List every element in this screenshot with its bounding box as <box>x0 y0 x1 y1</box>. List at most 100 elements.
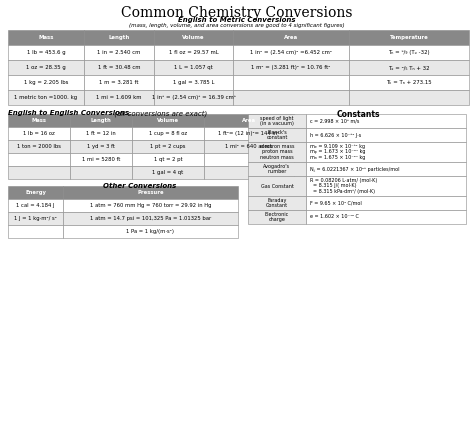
Bar <box>8 186 63 199</box>
Bar <box>63 212 238 225</box>
Text: Planck's
constant: Planck's constant <box>266 129 288 140</box>
Bar <box>70 114 132 127</box>
Bar <box>70 153 132 166</box>
Text: c = 2.998 × 10⁸ m/s: c = 2.998 × 10⁸ m/s <box>310 119 359 123</box>
Bar <box>233 45 349 60</box>
Bar <box>306 196 466 210</box>
Bar <box>233 75 349 90</box>
Bar <box>349 90 469 105</box>
Bar <box>248 128 306 142</box>
Text: 1 yd = 3 ft: 1 yd = 3 ft <box>87 144 115 149</box>
Text: 1 in = 2.540 cm: 1 in = 2.540 cm <box>97 50 141 55</box>
Text: 1 ft = 30.48 cm: 1 ft = 30.48 cm <box>98 65 140 70</box>
Bar <box>8 225 63 238</box>
Bar <box>84 30 154 45</box>
Bar <box>248 162 306 176</box>
Text: Volume: Volume <box>157 118 179 123</box>
Text: Tₔ = ⁹/₅ Tₙ + 32: Tₔ = ⁹/₅ Tₙ + 32 <box>388 65 430 70</box>
Text: Length: Length <box>109 35 129 40</box>
Bar <box>204 114 294 127</box>
Text: Pressure: Pressure <box>137 190 164 195</box>
Bar <box>8 60 84 75</box>
Text: 1 J = 1 kg·m²/ s²: 1 J = 1 kg·m²/ s² <box>14 216 57 221</box>
Text: Faraday
Constant: Faraday Constant <box>266 197 288 208</box>
Bar <box>204 153 294 166</box>
Text: 1 metric ton =1000. kg: 1 metric ton =1000. kg <box>14 95 78 100</box>
Text: Constants: Constants <box>336 110 380 119</box>
Text: Energy: Energy <box>25 190 46 195</box>
Text: 1 mi² = 640 acres: 1 mi² = 640 acres <box>225 144 273 149</box>
Bar <box>306 162 466 176</box>
Bar <box>204 166 294 179</box>
Bar <box>306 210 466 224</box>
Bar <box>8 75 84 90</box>
Text: N⁁ = 6.0221367 × 10²³ particles/mol: N⁁ = 6.0221367 × 10²³ particles/mol <box>310 167 400 171</box>
Bar <box>349 45 469 60</box>
Text: e = 1.602 × 10⁻¹⁹ C: e = 1.602 × 10⁻¹⁹ C <box>310 214 359 220</box>
Text: 1 lb = 16 oz: 1 lb = 16 oz <box>23 131 55 136</box>
Bar <box>204 127 294 140</box>
Text: Avogadro's
number: Avogadro's number <box>264 164 291 174</box>
Text: 1 cup = 8 fl oz: 1 cup = 8 fl oz <box>149 131 187 136</box>
Text: Gas Constant: Gas Constant <box>261 184 293 188</box>
Bar <box>63 186 238 199</box>
Bar <box>132 140 204 153</box>
Text: 1 ton = 2000 lbs: 1 ton = 2000 lbs <box>17 144 61 149</box>
Bar <box>233 60 349 75</box>
Bar <box>306 114 466 128</box>
Bar <box>233 30 349 45</box>
Bar <box>248 114 306 128</box>
Bar <box>154 60 233 75</box>
Bar <box>8 127 70 140</box>
Text: 1 Pa = 1 kg/(m·s²): 1 Pa = 1 kg/(m·s²) <box>127 229 174 234</box>
Bar <box>70 127 132 140</box>
Text: 1 pt = 2 cups: 1 pt = 2 cups <box>150 144 186 149</box>
Bar <box>248 196 306 210</box>
Text: 1 in³ = (2.54 cm)³ = 16.39 cm³: 1 in³ = (2.54 cm)³ = 16.39 cm³ <box>152 95 236 100</box>
Bar <box>70 166 132 179</box>
Text: 1 gal = 3.785 L: 1 gal = 3.785 L <box>173 80 214 85</box>
Text: Mass: Mass <box>38 35 54 40</box>
Text: Tₙ = ⁵/₉ (Tₔ -32): Tₙ = ⁵/₉ (Tₔ -32) <box>388 50 430 55</box>
Text: Tₖ = Tₙ + 273.15: Tₖ = Tₙ + 273.15 <box>386 80 432 85</box>
Text: electron mass
proton mass
neutron mass: electron mass proton mass neutron mass <box>260 144 294 160</box>
Text: Length: Length <box>91 118 111 123</box>
Bar <box>70 140 132 153</box>
Text: 1 gal = 4 qt: 1 gal = 4 qt <box>152 170 183 175</box>
Bar <box>84 60 154 75</box>
Text: 1 ft = 12 in: 1 ft = 12 in <box>86 131 116 136</box>
Text: Volume: Volume <box>182 35 205 40</box>
Text: h = 6.626 × 10⁻³⁴ J·s: h = 6.626 × 10⁻³⁴ J·s <box>310 132 361 138</box>
Bar <box>63 199 238 212</box>
Bar <box>8 199 63 212</box>
Text: Common Chemistry Conversions: Common Chemistry Conversions <box>121 6 353 20</box>
Text: 1 atm = 14.7 psi = 101,325 Pa = 1.01325 bar: 1 atm = 14.7 psi = 101,325 Pa = 1.01325 … <box>90 216 211 221</box>
Text: Electronic
charge: Electronic charge <box>265 212 289 223</box>
Bar <box>233 90 349 105</box>
Bar <box>204 140 294 153</box>
Text: 1 in² = (2.54 cm)² =6.452 cm²: 1 in² = (2.54 cm)² =6.452 cm² <box>250 50 332 55</box>
Text: speed of light
(in a vacuum): speed of light (in a vacuum) <box>260 116 294 126</box>
Bar <box>8 90 84 105</box>
Bar <box>8 212 63 225</box>
Bar <box>8 114 70 127</box>
Bar <box>84 90 154 105</box>
Bar <box>306 142 466 162</box>
Bar <box>248 142 306 162</box>
Text: 1 mi = 1.609 km: 1 mi = 1.609 km <box>96 95 142 100</box>
Text: (all conversions are exact): (all conversions are exact) <box>112 110 207 116</box>
Text: 1 atm = 760 mm Hg = 760 torr = 29.92 in Hg: 1 atm = 760 mm Hg = 760 torr = 29.92 in … <box>90 203 211 208</box>
Bar <box>8 140 70 153</box>
Bar <box>8 30 84 45</box>
Bar <box>248 176 306 196</box>
Text: F = 9.65 × 10⁴ C/mol: F = 9.65 × 10⁴ C/mol <box>310 200 362 206</box>
Text: Other Conversions: Other Conversions <box>103 183 177 189</box>
Text: Mass: Mass <box>31 118 46 123</box>
Bar <box>8 45 84 60</box>
Text: English to Metric Conversions: English to Metric Conversions <box>178 17 296 23</box>
Bar <box>84 75 154 90</box>
Bar <box>63 225 238 238</box>
Text: 1 mi = 5280 ft: 1 mi = 5280 ft <box>82 157 120 162</box>
Bar <box>132 127 204 140</box>
Text: R = 0.08206 L·atm/ (mol·K)
  = 8.315 J/( mol·K)
  = 8.315 kPa·dm³/ (mol·K): R = 0.08206 L·atm/ (mol·K) = 8.315 J/( m… <box>310 178 377 194</box>
